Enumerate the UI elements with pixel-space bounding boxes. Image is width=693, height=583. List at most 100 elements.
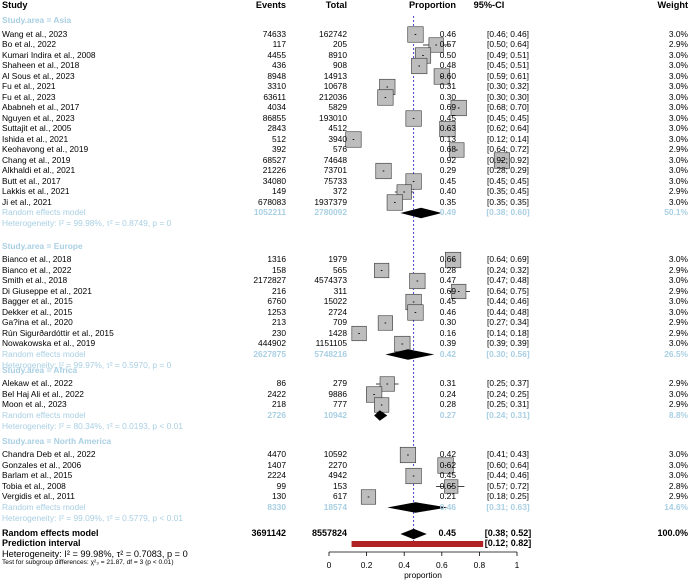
study-ci: [0.35; 0.45] (487, 186, 529, 196)
study-label: Nguyen et al., 2023 (2, 112, 75, 123)
study-label: Keohavong et al., 2019 (2, 144, 89, 154)
overall-events: 3691142 (251, 528, 286, 538)
group-summary-proportion: 0.42 (439, 348, 456, 359)
study-events: 99 (276, 480, 286, 491)
study-weight: 3.0% (668, 70, 688, 81)
study-events: 2843 (267, 123, 286, 133)
group-heterogeneity: Heterogeneity: I² = 99.97%, τ² = 0.5970,… (2, 359, 172, 370)
study-proportion: 0.62 (439, 459, 456, 470)
header-ci: 95%-CI (473, 0, 505, 10)
study-proportion: 0.28 (439, 399, 456, 409)
study-total: 709 (333, 317, 347, 327)
study-events: 2422 (267, 388, 286, 399)
study-events: 4470 (267, 449, 286, 459)
study-ci: [0.57; 0.72] (487, 480, 529, 491)
group-heterogeneity: Heterogeneity: I² = 80.34%, τ² = 0.0193,… (2, 420, 183, 431)
study-ci: [0.30; 0.32] (487, 81, 529, 91)
group-summary-proportion: 0.46 (439, 501, 456, 512)
study-proportion: 0.92 (439, 154, 456, 165)
study-events: 392 (272, 144, 286, 154)
study-total: 75733 (323, 175, 347, 186)
study-total: 205 (333, 39, 347, 49)
study-ci: [0.92; 0.92] (487, 154, 529, 165)
study-ci: [0.44; 0.48] (487, 306, 529, 317)
study-label: Fu et al., 2023 (2, 91, 56, 102)
header-total: Total (325, 0, 347, 10)
study-weight: 3.0% (668, 133, 688, 144)
study-weight: 3.0% (668, 306, 688, 317)
study-proportion: 0.63 (439, 123, 456, 133)
study-weight: 3.0% (668, 165, 688, 175)
study-proportion: 0.31 (439, 378, 456, 388)
group-summary-label: Random effects model (2, 348, 86, 359)
group-heterogeneity: Heterogeneity: I² = 99.98%, τ² = 0.8749,… (2, 218, 172, 228)
x-axis-tick-label: 0.6 (435, 560, 448, 570)
group-summary-weight: 14.6% (664, 501, 688, 512)
study-label: Rún Sigurðardóttir et al., 2015 (2, 327, 114, 338)
study-proportion: 0.60 (439, 70, 456, 81)
study-events: 4034 (267, 102, 286, 112)
study-ci: [0.18; 0.25] (487, 491, 529, 501)
study-total: 74648 (323, 154, 347, 165)
study-ci: [0.27; 0.34] (487, 317, 529, 327)
study-label: Lakkis et al., 2021 (2, 186, 70, 196)
prediction-bar (351, 541, 484, 547)
group-summary-events: 1052211 (253, 207, 286, 217)
study-proportion: 0.66 (439, 254, 456, 264)
group-summary-ci: [0.38; 0.60] (486, 207, 530, 217)
x-axis-tick-label: 0.8 (473, 560, 486, 570)
study-events: 34080 (262, 175, 286, 186)
study-label: Bianco et al., 2018 (2, 254, 72, 264)
study-events: 63611 (263, 91, 286, 102)
study-label: Kumari Indira et al., 2008 (2, 49, 96, 60)
study-proportion: 0.21 (439, 491, 456, 501)
study-weight: 3.0% (668, 102, 688, 112)
study-ci: [0.49; 0.51] (487, 49, 529, 60)
study-weight: 3.0% (668, 175, 688, 186)
study-weight: 2.9% (668, 491, 688, 501)
study-weight: 3.0% (668, 112, 688, 123)
study-label: Wang et al., 2023 (2, 28, 68, 39)
overall-proportion: 0.45 (438, 528, 456, 538)
study-ci: [0.64; 0.69] (487, 254, 529, 264)
group-summary-ci: [0.30; 0.56] (486, 348, 530, 359)
study-ci: [0.62; 0.64] (487, 123, 529, 133)
study-label: Barlam et al., 2015 (2, 470, 73, 480)
study-total: 617 (333, 491, 347, 501)
study-total: 908 (333, 60, 347, 70)
study-total: 8910 (328, 49, 347, 60)
study-weight: 3.0% (668, 196, 688, 207)
study-weight: 3.0% (668, 296, 688, 306)
study-weight: 2.9% (668, 285, 688, 296)
header-events: Events (255, 0, 286, 10)
study-total: 14913 (323, 70, 347, 81)
group-heading: Study.area = Asia (2, 15, 72, 25)
study-events: 436 (272, 60, 286, 70)
study-label: Fu et al., 2021 (2, 81, 56, 91)
study-weight: 3.0% (668, 338, 688, 348)
study-events: 218 (272, 399, 286, 409)
study-weight: 3.0% (668, 81, 688, 91)
group-summary-weight: 26.5% (664, 348, 688, 359)
study-proportion: 0.50 (439, 49, 456, 60)
study-events: 2172827 (253, 275, 286, 285)
study-label: Smith et al., 2018 (2, 275, 68, 285)
group-summary-ci: [0.24; 0.31] (486, 409, 530, 420)
study-label: Tobia et al., 2008 (2, 480, 66, 491)
study-total: 372 (333, 186, 347, 196)
study-label: Bianco et al., 2022 (2, 264, 72, 275)
study-events: 21226 (262, 165, 286, 175)
study-events: 3310 (267, 81, 286, 91)
study-ci: [0.28; 0.29] (487, 165, 529, 175)
study-events: 4455 (267, 49, 286, 60)
study-weight: 2.9% (668, 39, 688, 49)
study-total: 3940 (328, 133, 347, 144)
group-summary-diamond (385, 349, 435, 360)
study-total: 153 (333, 480, 347, 491)
study-proportion: 0.29 (439, 165, 456, 175)
study-label: Shaheen et al., 2018 (2, 60, 80, 70)
study-label: Bagger et al., 2015 (2, 296, 73, 306)
study-label: Ga?ina et al., 2020 (2, 317, 73, 327)
study-proportion: 0.68 (439, 144, 456, 154)
study-weight: 3.0% (668, 91, 688, 102)
